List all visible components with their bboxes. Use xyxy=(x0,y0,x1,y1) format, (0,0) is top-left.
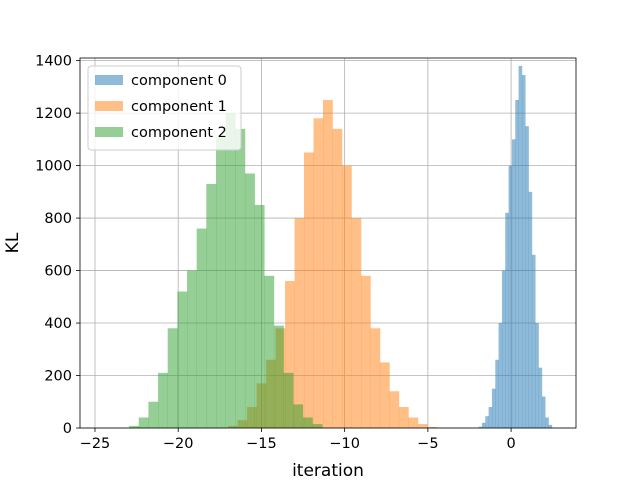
histogram-bar xyxy=(273,325,284,428)
x-tick-label: −5 xyxy=(417,436,438,452)
histogram-bar xyxy=(515,99,519,429)
legend-entry-label: component 0 xyxy=(131,73,227,89)
histogram-bar xyxy=(360,275,371,428)
y-tick-label: 200 xyxy=(44,369,72,385)
histogram-bar xyxy=(206,183,217,428)
histogram-bars xyxy=(129,65,553,429)
histogram-bar xyxy=(138,417,149,428)
histogram-bar xyxy=(215,136,226,429)
histogram-bar xyxy=(294,218,305,428)
histogram-bar xyxy=(302,417,313,428)
histogram-bar xyxy=(531,254,536,428)
histogram-bar xyxy=(389,391,400,428)
series-2-bars xyxy=(129,113,323,429)
histogram-bar xyxy=(225,113,236,428)
histogram-bar xyxy=(495,359,499,428)
histogram-bar xyxy=(283,372,294,428)
histogram-bar xyxy=(244,173,255,428)
x-tick-label: −25 xyxy=(80,436,111,452)
legend-box xyxy=(87,65,242,151)
histogram-bar xyxy=(196,228,207,428)
histogram-bar xyxy=(538,367,543,428)
histogram-bar xyxy=(313,118,324,428)
histogram-bar xyxy=(187,270,197,428)
x-axis-ticks: −25 −20 −15 −10 −5 0 xyxy=(80,428,516,452)
histogram-bar xyxy=(501,270,506,428)
histogram-bar xyxy=(498,323,503,428)
y-tick-label: 800 xyxy=(44,211,72,227)
histogram-bar xyxy=(254,204,265,428)
y-tick-label: 1200 xyxy=(35,106,72,122)
histogram-bar xyxy=(408,417,419,428)
y-tick-label: 600 xyxy=(44,264,72,280)
histogram-bar xyxy=(158,372,169,428)
y-tick-label: 1400 xyxy=(35,54,72,70)
histogram-bar xyxy=(398,407,409,428)
histogram-bar xyxy=(481,422,486,428)
histogram-bar xyxy=(518,65,523,428)
histogram-bar xyxy=(525,126,529,428)
series-0-bars xyxy=(478,65,553,429)
histogram-bar xyxy=(478,426,483,428)
histogram-bar xyxy=(417,424,428,428)
legend-swatch xyxy=(95,127,123,137)
x-axis-label: iteration xyxy=(292,461,364,480)
histogram-bar xyxy=(545,417,549,428)
legend-swatch xyxy=(95,101,123,111)
histogram-bar xyxy=(332,128,343,428)
x-tick-label: −15 xyxy=(246,436,277,452)
histogram-bar xyxy=(304,152,314,428)
histogram-bar xyxy=(491,388,496,428)
histogram-bar xyxy=(148,401,159,428)
x-tick-label: 0 xyxy=(506,436,515,452)
y-tick-label: 0 xyxy=(63,421,72,437)
histogram-bar xyxy=(548,424,553,428)
histogram-bar xyxy=(177,291,188,428)
legend-swatch xyxy=(95,75,123,85)
histogram-bar xyxy=(351,218,362,428)
y-tick-label: 400 xyxy=(44,316,72,332)
histogram-bar xyxy=(505,212,509,428)
histogram-bar xyxy=(485,416,489,428)
histogram-bar xyxy=(235,128,246,428)
histogram-bar xyxy=(508,165,513,428)
histogram-bar xyxy=(129,425,140,428)
histogram-bar xyxy=(488,407,493,428)
histogram-bar xyxy=(535,323,539,428)
histogram-bar xyxy=(521,75,526,429)
histogram-bar xyxy=(323,99,333,429)
histogram-bar xyxy=(379,362,390,428)
legend: component 0 component 1 component 2 xyxy=(87,65,242,151)
x-tick-label: −10 xyxy=(329,436,360,452)
histogram-bar xyxy=(167,328,178,428)
histogram-bar xyxy=(370,328,381,428)
histogram-bar xyxy=(511,139,516,428)
histogram-bar xyxy=(341,165,352,428)
histogram-bar xyxy=(293,404,304,428)
legend-entry-label: component 1 xyxy=(131,99,227,115)
y-axis-ticks: 0 200 400 600 800 1000 1200 1400 xyxy=(35,54,80,437)
y-tick-label: 1000 xyxy=(35,159,72,175)
histogram-bar xyxy=(427,426,438,428)
plot-frame xyxy=(79,57,577,429)
histogram-bar xyxy=(312,424,323,428)
x-tick-label: −20 xyxy=(163,436,194,452)
y-axis-label: KL xyxy=(3,232,23,253)
histogram-bar xyxy=(541,396,546,428)
histogram-bar xyxy=(528,191,533,428)
legend-entry-label: component 2 xyxy=(131,125,227,141)
histogram-bar xyxy=(285,281,295,428)
histogram-bar xyxy=(264,275,275,428)
